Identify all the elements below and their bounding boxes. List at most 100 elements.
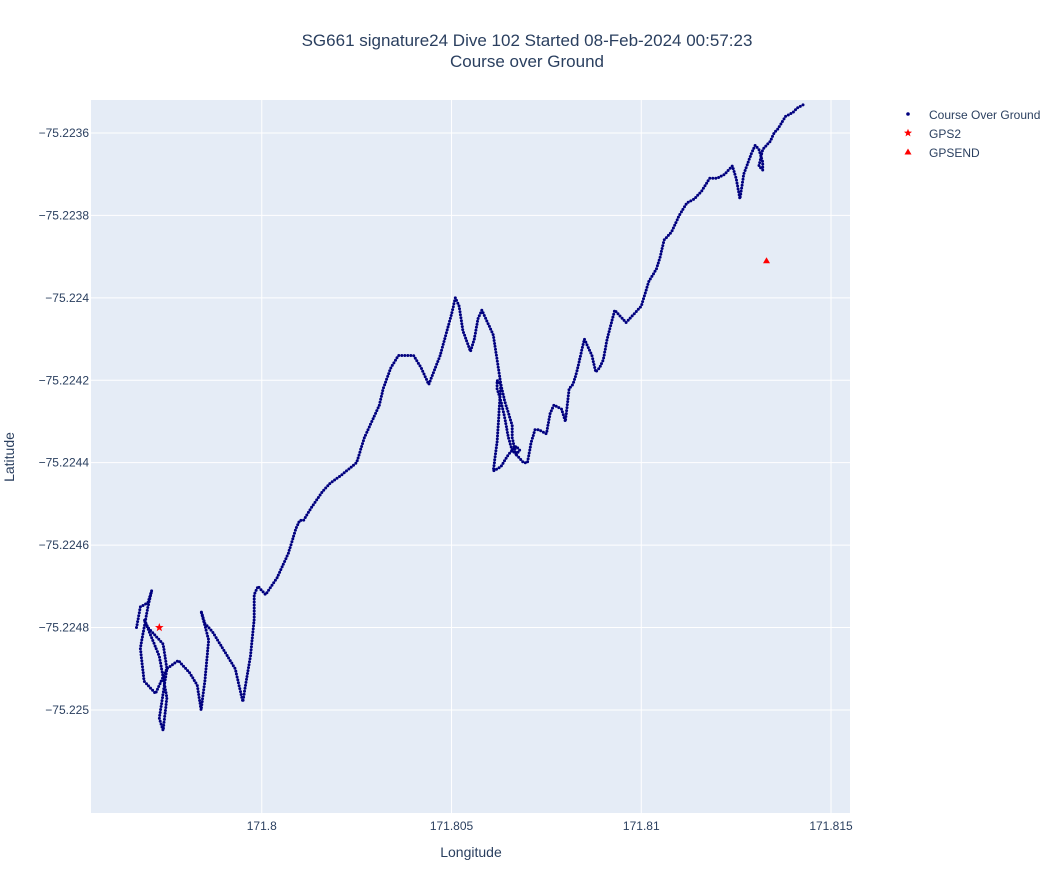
- course-point: [242, 695, 246, 699]
- course-point: [158, 655, 161, 659]
- course-point: [761, 159, 764, 163]
- course-point: [360, 445, 364, 448]
- course-point: [201, 697, 204, 701]
- course-point: [160, 667, 164, 671]
- course-point: [497, 368, 501, 372]
- course-point: [246, 672, 249, 675]
- course-point: [213, 633, 216, 637]
- y-tick-label: −75.2238: [39, 208, 90, 222]
- course-point: [492, 469, 496, 473]
- course-point: [499, 401, 503, 405]
- course-point: [161, 696, 164, 700]
- legend-item-gpsend[interactable]: GPSEND: [904, 146, 981, 160]
- course-point: [495, 387, 499, 391]
- course-point: [539, 429, 543, 433]
- course-point: [491, 333, 495, 337]
- course-point: [367, 425, 371, 429]
- course-point: [498, 381, 501, 385]
- course-point: [204, 670, 208, 674]
- course-point: [536, 428, 540, 432]
- course-point: [739, 192, 743, 196]
- course-point: [249, 648, 253, 652]
- course-point: [297, 520, 301, 524]
- course-point: [794, 108, 797, 112]
- course-point: [774, 129, 778, 133]
- chart-subtitle: Course over Ground: [450, 52, 604, 71]
- course-point: [270, 583, 274, 587]
- course-point: [574, 372, 578, 376]
- course-point: [448, 319, 452, 323]
- course-point: [259, 588, 263, 592]
- course-point: [560, 410, 564, 414]
- course-point: [318, 493, 322, 497]
- course-point: [164, 672, 168, 676]
- course-point: [197, 696, 201, 699]
- course-point: [530, 439, 533, 443]
- legend-item-course-over-ground[interactable]: Course Over Ground: [906, 108, 1040, 122]
- legend-item-gps2[interactable]: GPS2: [904, 127, 961, 141]
- course-point: [759, 166, 763, 170]
- course-point: [154, 690, 158, 694]
- course-point: [157, 652, 160, 656]
- course-point: [153, 633, 157, 637]
- course-point: [714, 176, 718, 180]
- course-point: [628, 316, 632, 320]
- course-point: [141, 632, 145, 636]
- course-point: [604, 341, 608, 345]
- course-point: [165, 669, 169, 673]
- course-point: [761, 162, 765, 166]
- course-point: [576, 366, 580, 370]
- course-point: [642, 294, 646, 298]
- course-point: [194, 681, 198, 685]
- course-point: [249, 651, 253, 655]
- course-point: [382, 386, 385, 390]
- course-point: [436, 360, 440, 363]
- course-point: [475, 322, 479, 326]
- course-point: [374, 411, 378, 415]
- course-point: [742, 171, 746, 175]
- course-point: [243, 689, 246, 693]
- course-point: [609, 324, 613, 328]
- legend[interactable]: Course Over Ground GPS2 GPSEND: [904, 108, 1040, 160]
- course-point: [548, 415, 552, 419]
- course-point: [150, 636, 154, 640]
- course-point: [495, 359, 499, 363]
- course-point: [161, 642, 165, 646]
- y-tick-label: −75.2236: [39, 126, 90, 140]
- course-point: [655, 264, 659, 268]
- course-point: [433, 368, 436, 372]
- course-point: [495, 356, 499, 360]
- course-point: [428, 379, 432, 383]
- course-point: [233, 666, 237, 670]
- course-point: [734, 175, 738, 179]
- course-point: [495, 440, 499, 444]
- course-point: [701, 186, 705, 190]
- course-point: [501, 410, 505, 414]
- course-point: [509, 421, 513, 425]
- course-point: [686, 200, 690, 204]
- course-point: [526, 460, 530, 464]
- course-point: [415, 359, 419, 363]
- course-point: [192, 679, 196, 682]
- course-point: [444, 334, 448, 338]
- course-point: [244, 683, 247, 687]
- course-point: [503, 416, 507, 420]
- course-point: [618, 314, 622, 318]
- course-point: [195, 684, 199, 688]
- course-point: [497, 404, 501, 408]
- course-point: [161, 693, 165, 697]
- course-point: [163, 678, 167, 682]
- course-point: [164, 691, 168, 695]
- course-point: [151, 631, 155, 635]
- course-point: [246, 669, 250, 673]
- course-point: [440, 345, 444, 349]
- course-point: [376, 406, 380, 410]
- course-point: [234, 672, 238, 676]
- course-point: [242, 692, 246, 696]
- course-point: [513, 447, 517, 451]
- course-point: [161, 673, 165, 677]
- course-point: [206, 649, 210, 653]
- course-point: [247, 663, 251, 667]
- course-point: [141, 671, 145, 675]
- course-point: [504, 404, 508, 408]
